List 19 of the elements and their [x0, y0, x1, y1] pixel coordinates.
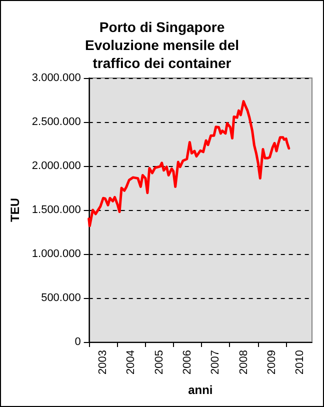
line-series [88, 100, 290, 228]
x-axis-title: anni [188, 383, 213, 397]
x-tick-label: 2009 [266, 350, 278, 374]
x-tick-label: 2005 [153, 350, 166, 374]
y-axis-title: TEU [8, 198, 22, 222]
y-tick-label: 0 [74, 336, 81, 348]
y-tick-label: 2.000.000 [32, 160, 81, 172]
x-tick-label: 2008 [238, 350, 250, 374]
y-tick-label: 500.000 [41, 292, 81, 304]
x-tick-label: 2010 [294, 350, 306, 374]
y-tick-label: 2.500.000 [32, 116, 81, 128]
x-tick-label: 2003 [96, 350, 109, 374]
x-tick-label: 2004 [125, 350, 138, 374]
x-tick-label: 2007 [210, 350, 222, 374]
y-tick-label: 1.500.000 [32, 204, 81, 216]
y-tick-label: 3.000.000 [32, 72, 81, 84]
y-tick-label: 1.000.000 [32, 248, 81, 260]
chart-title: Porto di Singapore Evoluzione mensile del traffico dei container [84, 19, 240, 71]
x-tick-label: 2006 [181, 350, 194, 374]
